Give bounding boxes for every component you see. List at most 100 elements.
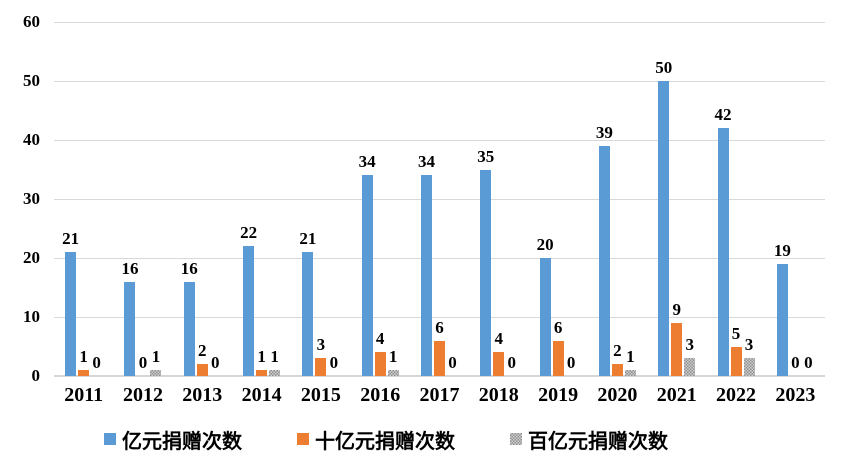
bar-2015-series1: [315, 358, 327, 376]
y-tick-label-30: 30: [23, 189, 40, 208]
bar-2019-series0: [539, 258, 551, 376]
bar-2022-series1: [730, 346, 742, 376]
bar-group-2014: 22 1 1: [232, 22, 291, 376]
x-tick-label-2020: 2020: [597, 384, 638, 406]
x-tick-label-2021: 2021: [656, 384, 697, 406]
data-label-2012-series2: 1: [151, 347, 161, 367]
bar-2018-series0: [480, 169, 492, 376]
y-tick-label-40: 40: [23, 130, 40, 149]
y-tick-label-60: 60: [23, 12, 40, 31]
data-label-2016-series1: 4: [375, 329, 385, 349]
bar-2013-series0: [183, 281, 195, 376]
y-tick-label-10: 10: [23, 307, 40, 326]
bar-2012-series0: [124, 281, 136, 376]
bar-group-2022: 42 5 3: [706, 22, 765, 376]
bar-group-2018: 35 4 0: [469, 22, 528, 376]
bar-2023-series0: [776, 263, 788, 376]
gridline-y60: [54, 21, 825, 23]
data-label-2023-series2: 0: [804, 353, 813, 372]
bar-2011-series1: [78, 370, 90, 376]
legend-label-2: 百亿元捐赠次数: [528, 430, 668, 453]
data-label-2022-series0: 42: [714, 105, 732, 125]
bar-group-2019: 20 6 0: [528, 22, 587, 376]
gridline-y30: [54, 198, 825, 200]
data-label-2020-series0: 39: [595, 122, 613, 142]
bar-2020-series1: [611, 364, 623, 376]
bar-group-2021: 50 9 3: [647, 22, 706, 376]
data-label-2014-series2: 1: [270, 347, 279, 367]
data-label-2011-series1: 1: [79, 347, 88, 367]
x-tick-label-2018: 2018: [478, 384, 519, 406]
legend-swatch-icon: [297, 433, 309, 445]
data-label-2013-series0: 16: [180, 258, 198, 278]
data-label-2011-series2: 0: [92, 353, 101, 372]
data-label-2023-series1: 0: [791, 353, 800, 372]
y-tick-label-0: 0: [31, 366, 41, 385]
bar-2016-series1: [374, 352, 386, 376]
x-tick-label-2016: 2016: [360, 384, 401, 406]
x-tick-label-2015: 2015: [300, 384, 341, 406]
bar-2016-series0: [361, 175, 373, 376]
data-label-2019-series1: 6: [553, 317, 563, 337]
data-label-2013-series2: 0: [211, 353, 220, 372]
y-tick-label-50: 50: [23, 71, 40, 90]
data-label-2021-series0: 50: [655, 58, 673, 77]
bar-group-2012: 16 0 1: [113, 22, 172, 376]
x-tick-label-2013: 2013: [182, 384, 223, 406]
data-label-2015-series0: 21: [299, 229, 317, 249]
data-label-2017-series1: 6: [435, 317, 444, 337]
bar-2017-series0: [420, 175, 432, 376]
data-label-2023-series0: 19: [773, 240, 791, 260]
data-label-2018-series0: 35: [477, 146, 495, 166]
data-label-2022-series1: 5: [731, 323, 741, 343]
gridline-y50: [54, 80, 825, 82]
bar-2022-series0: [717, 128, 729, 376]
legend: 亿元捐赠次数 十亿元捐赠次数 百亿元捐赠次数: [54, 425, 825, 454]
data-label-2016-series0: 34: [358, 152, 376, 172]
x-tick-label-2012: 2012: [122, 384, 163, 406]
data-label-2011-series0: 21: [62, 229, 80, 249]
data-label-2013-series1: 2: [198, 341, 207, 361]
legend-label-0: 亿元捐赠次数: [122, 430, 242, 453]
bar-2020-series2: [624, 370, 636, 376]
bar-2020-series0: [598, 145, 610, 376]
legend-item-2: 百亿元捐赠次数: [510, 425, 668, 454]
bar-2014-series0: [243, 246, 255, 376]
gridline-y10: [54, 316, 825, 318]
x-tick-label-2017: 2017: [419, 384, 460, 406]
data-label-2020-series2: 1: [626, 347, 635, 367]
x-tick-label-2011: 2011: [64, 384, 104, 406]
data-label-2020-series1: 2: [613, 341, 622, 361]
legend-item-0: 亿元捐赠次数: [104, 425, 242, 454]
data-label-2017-series2: 0: [448, 353, 457, 372]
x-tick-label-2019: 2019: [538, 384, 579, 406]
gridline-y20: [54, 257, 825, 259]
bar-group-2016: 34 4 1: [351, 22, 410, 376]
plot-area: 21 1 0 16 0 1 16 2 0 22 1 1 21 3 0 34 4 1 34 6 0 35 4 0 20 6 0 39 2 1…: [54, 21, 825, 377]
bar-group-2017: 34 6 0: [410, 22, 469, 376]
bar-2014-series2: [269, 370, 281, 376]
data-label-2012-series1: 0: [138, 353, 148, 372]
bar-group-2020: 39 2 1: [588, 22, 647, 376]
data-label-2016-series2: 1: [388, 347, 398, 367]
bar-2012-series2: [150, 370, 162, 376]
data-label-2021-series2: 3: [685, 335, 694, 355]
bar-2015-series0: [302, 252, 314, 376]
bar-2021-series2: [684, 358, 696, 376]
data-label-2018-series2: 0: [507, 353, 517, 372]
bar-2014-series1: [256, 370, 268, 376]
bar-2011-series0: [65, 252, 77, 376]
data-label-2019-series0: 20: [536, 235, 554, 254]
bar-2016-series2: [387, 370, 399, 376]
data-label-2015-series2: 0: [329, 353, 339, 372]
x-tick-label-2023: 2023: [775, 384, 816, 406]
data-label-2014-series0: 22: [240, 223, 258, 243]
data-label-2015-series1: 3: [316, 335, 326, 355]
data-label-2018-series1: 4: [494, 329, 504, 349]
bar-2019-series1: [552, 340, 564, 376]
bar-2018-series1: [493, 352, 505, 376]
legend-swatch-icon: [510, 433, 522, 445]
x-tick-label-2014: 2014: [241, 384, 282, 406]
bar-2017-series1: [433, 340, 445, 376]
